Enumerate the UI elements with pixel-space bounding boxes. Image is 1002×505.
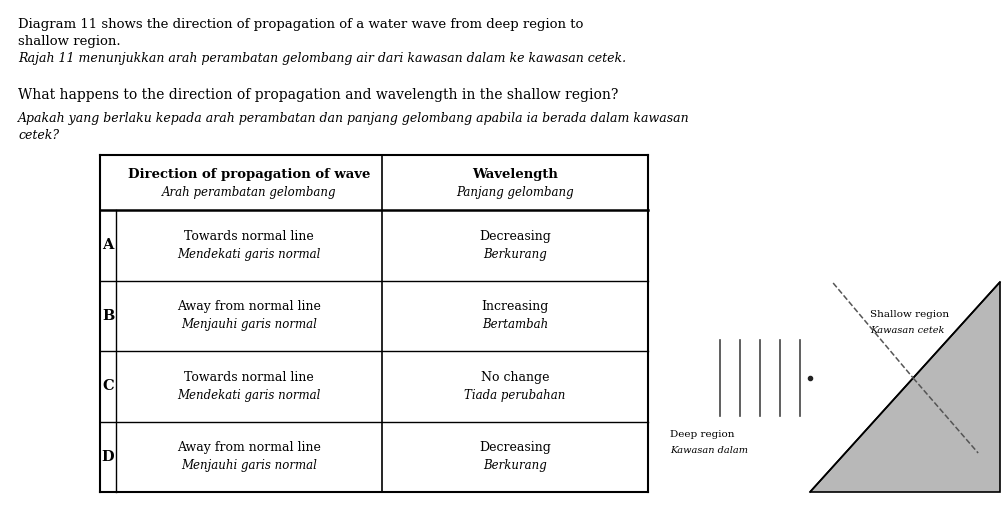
Text: Decreasing: Decreasing (479, 230, 550, 243)
Text: Towards normal line: Towards normal line (184, 230, 314, 243)
Text: C: C (102, 379, 113, 393)
Text: A: A (102, 238, 113, 252)
Text: Wavelength: Wavelength (472, 168, 557, 181)
Text: Kawasan cetek: Kawasan cetek (869, 326, 944, 335)
Text: Tiada perubahan: Tiada perubahan (464, 389, 565, 402)
Text: Rajah 11 menunjukkan arah perambatan gelombang air dari kawasan dalam ke kawasan: Rajah 11 menunjukkan arah perambatan gel… (18, 52, 625, 65)
Text: Berkurang: Berkurang (483, 459, 546, 472)
Text: Menjauhi garis normal: Menjauhi garis normal (181, 318, 317, 331)
Text: Diagram 11 shows the direction of propagation of a water wave from deep region t: Diagram 11 shows the direction of propag… (18, 18, 583, 48)
Text: Away from normal line: Away from normal line (177, 441, 321, 454)
Text: Direction of propagation of wave: Direction of propagation of wave (127, 168, 370, 181)
Text: Menjauhi garis normal: Menjauhi garis normal (181, 459, 317, 472)
Text: No change: No change (480, 371, 549, 384)
Text: Away from normal line: Away from normal line (177, 300, 321, 313)
Text: Towards normal line: Towards normal line (184, 371, 314, 384)
Text: Bertambah: Bertambah (481, 318, 547, 331)
Text: B: B (102, 309, 114, 323)
Text: Mendekati garis normal: Mendekati garis normal (177, 389, 321, 402)
Text: What happens to the direction of propagation and wavelength in the shallow regio: What happens to the direction of propaga… (18, 88, 618, 102)
Text: D: D (101, 450, 114, 464)
Text: Deep region: Deep region (669, 430, 733, 439)
Text: Arah perambatan gelombang: Arah perambatan gelombang (161, 186, 336, 199)
Text: Mendekati garis normal: Mendekati garis normal (177, 248, 321, 261)
Text: Shallow region: Shallow region (869, 310, 948, 319)
Text: Kawasan dalam: Kawasan dalam (669, 446, 747, 455)
Polygon shape (810, 282, 999, 492)
Text: Panjang gelombang: Panjang gelombang (456, 186, 573, 199)
Text: Increasing: Increasing (481, 300, 548, 313)
Text: Decreasing: Decreasing (479, 441, 550, 454)
Text: Apakah yang berlaku kepada arah perambatan dan panjang gelombang apabila ia bera: Apakah yang berlaku kepada arah perambat… (18, 112, 689, 142)
Text: Berkurang: Berkurang (483, 248, 546, 261)
